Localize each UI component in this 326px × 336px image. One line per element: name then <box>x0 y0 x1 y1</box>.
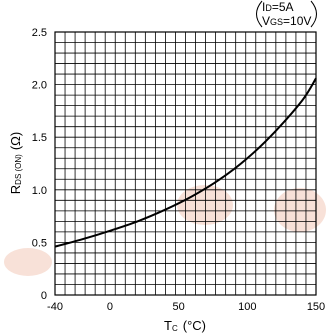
y-tick-label: 1.5 <box>32 132 47 144</box>
x-tick-label: 100 <box>238 301 256 313</box>
conditions-right-paren <box>310 0 317 28</box>
y-axis-label-sub: DS (ON) <box>14 154 23 185</box>
x-tick-label: -40 <box>47 301 63 313</box>
condition-vgs-value: =10V <box>283 14 311 28</box>
y-axis-label-main: R <box>8 185 23 194</box>
test-conditions: ID=5A VGS=10V <box>256 0 317 28</box>
conditions-left-paren <box>256 0 263 28</box>
y-axis-label: RDS (ON) (Ω) <box>8 132 23 194</box>
x-axis-label-sub: C <box>172 324 178 333</box>
y-tick-label: 1.0 <box>32 185 47 197</box>
rds-on-curve <box>54 77 317 248</box>
y-tick-label: 0.5 <box>32 237 47 249</box>
condition-vgs-sub: GS <box>270 17 283 27</box>
x-tick-label: 150 <box>307 301 325 313</box>
y-axis-label-unit: (Ω) <box>8 132 23 150</box>
condition-id-value: =5A <box>272 0 294 14</box>
x-tick-label: 50 <box>173 301 185 313</box>
grid <box>55 32 316 295</box>
condition-id-main: I <box>262 0 265 14</box>
x-axis-label-main: T <box>164 318 172 333</box>
x-tick-labels: -40 0 50 100 150 <box>47 301 325 313</box>
x-tick-label: 0 <box>107 301 113 313</box>
condition-vgs: VGS=10V <box>262 14 311 28</box>
condition-id-sub: D <box>265 3 272 13</box>
x-axis-label: TC (°C) <box>164 318 206 333</box>
watermark <box>4 185 326 276</box>
x-axis-label-unit: (°C) <box>183 318 206 333</box>
y-tick-label: 2.0 <box>32 80 47 92</box>
y-tick-label: 0 <box>41 290 47 302</box>
y-tick-labels: 0 0.5 1.0 1.5 2.0 2.5 <box>32 27 47 302</box>
y-tick-label: 2.5 <box>32 27 47 39</box>
condition-id: ID=5A <box>262 0 294 14</box>
plot-frame <box>54 31 317 296</box>
condition-vgs-main: V <box>262 14 270 28</box>
